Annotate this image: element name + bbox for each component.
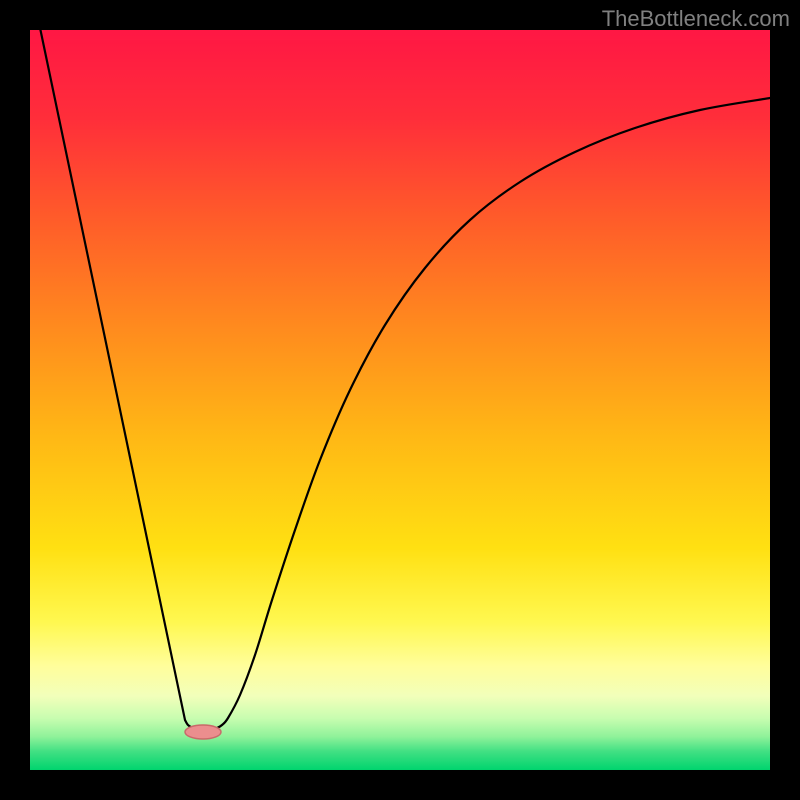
chart-container: TheBottleneck.com [0,0,800,800]
optimal-marker [185,725,221,739]
bottleneck-chart [0,0,800,800]
plot-area [30,30,770,770]
watermark-text: TheBottleneck.com [602,6,790,32]
